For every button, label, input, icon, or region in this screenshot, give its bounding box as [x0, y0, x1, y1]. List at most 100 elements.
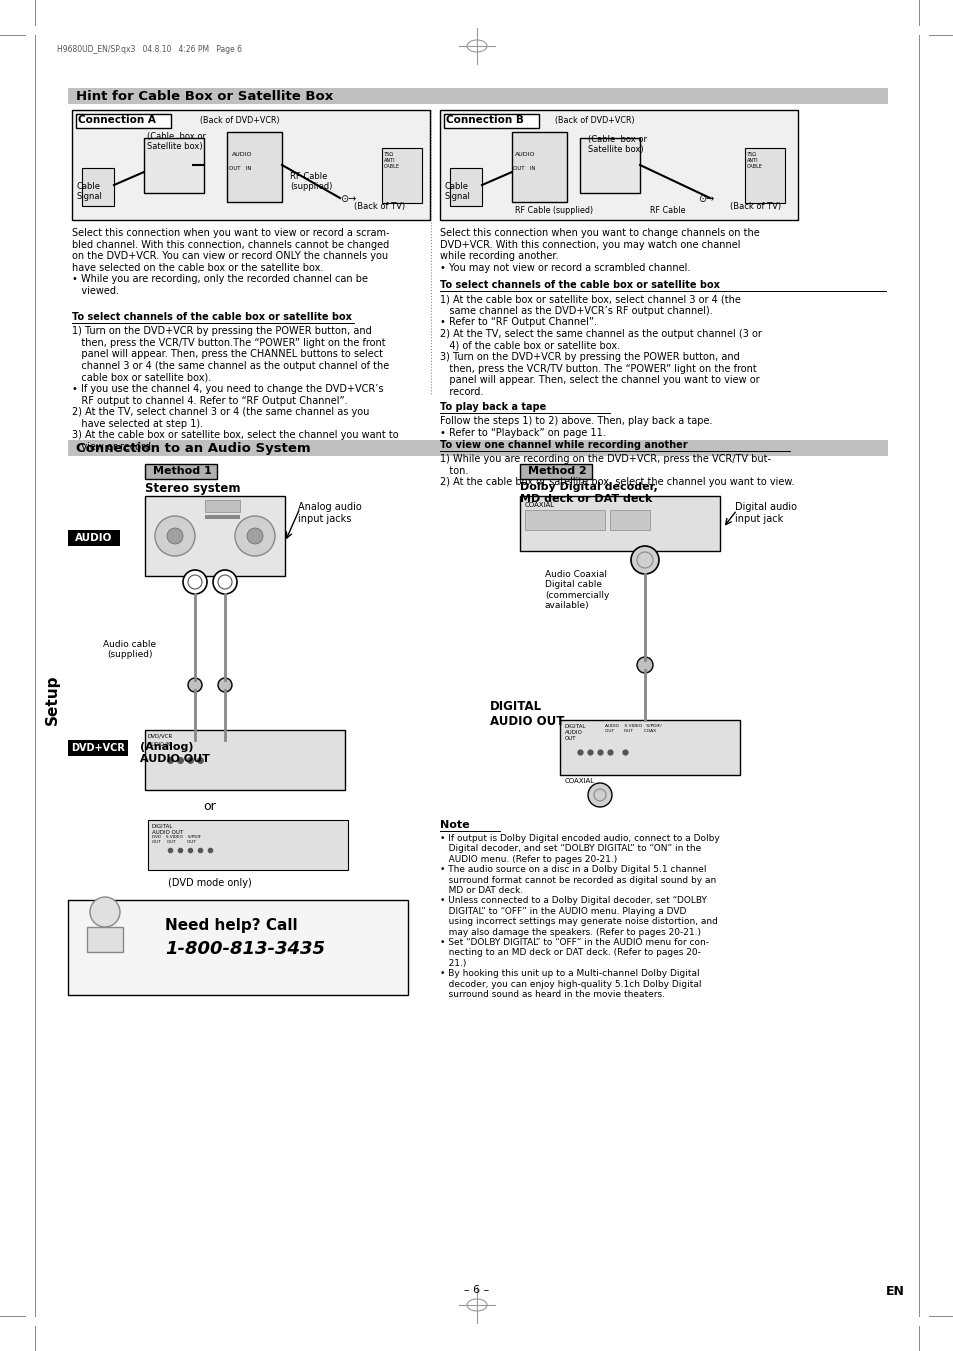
Text: Analog audio
input jacks: Analog audio input jacks: [297, 503, 361, 524]
Text: Cable
Signal: Cable Signal: [77, 182, 103, 201]
Text: DVD    S VIDEO    S/PDIF
OUT     OUT         OUT: DVD S VIDEO S/PDIF OUT OUT OUT: [152, 835, 201, 843]
Text: 1) At the cable box or satellite box, select channel 3 or 4 (the
   same channel: 1) At the cable box or satellite box, se…: [439, 295, 761, 397]
Circle shape: [630, 546, 659, 574]
Text: Stereo system: Stereo system: [145, 482, 240, 494]
Bar: [205, 515, 240, 519]
Circle shape: [247, 528, 263, 544]
Bar: [145, 730, 345, 790]
Circle shape: [90, 897, 120, 927]
Circle shape: [154, 516, 194, 557]
Text: 1-800-813-3435: 1-800-813-3435: [165, 940, 325, 958]
Bar: [148, 820, 348, 870]
Bar: [144, 138, 204, 193]
Text: DIGITAL
AUDIO
OUT: DIGITAL AUDIO OUT: [564, 724, 586, 740]
Bar: [68, 740, 128, 757]
Text: ⊙→: ⊙→: [698, 195, 714, 204]
Circle shape: [213, 570, 236, 594]
Text: (Cable  box or
Satellite box): (Cable box or Satellite box): [587, 135, 646, 154]
Circle shape: [587, 784, 612, 807]
Circle shape: [188, 678, 202, 692]
Text: To play back a tape: To play back a tape: [439, 403, 546, 412]
Text: AUDIO: AUDIO: [515, 153, 535, 157]
Text: (Back of DVD+VCR): (Back of DVD+VCR): [200, 116, 279, 126]
Text: Select this connection when you want to view or record a scram-
bled channel. Wi: Select this connection when you want to …: [71, 228, 389, 296]
Bar: [76, 113, 171, 128]
Circle shape: [637, 657, 652, 673]
Circle shape: [218, 678, 232, 692]
Text: AUDIO: AUDIO: [75, 534, 112, 543]
Text: Connection to an Audio System: Connection to an Audio System: [76, 442, 311, 455]
Text: 75Ω
ANTI
CABLE: 75Ω ANTI CABLE: [384, 153, 399, 169]
Bar: [439, 109, 797, 220]
Bar: [145, 496, 285, 576]
Bar: [68, 88, 887, 104]
Text: Digital audio
input jack: Digital audio input jack: [734, 503, 796, 524]
Text: Select this connection when you want to change channels on the
DVD+VCR. With thi: Select this connection when you want to …: [439, 228, 759, 273]
Text: DVD/VCR: DVD/VCR: [148, 734, 173, 739]
Bar: [519, 463, 592, 480]
Text: Hint for Cable Box or Satellite Box: Hint for Cable Box or Satellite Box: [76, 91, 333, 103]
Bar: [609, 509, 649, 530]
Bar: [68, 900, 408, 994]
Text: Setup: Setup: [45, 674, 59, 725]
Text: To select channels of the cable box or satellite box: To select channels of the cable box or s…: [71, 312, 352, 322]
Text: 1) While you are recording on the DVD+VCR, press the VCR/TV but-
   ton.
2) At t: 1) While you are recording on the DVD+VC…: [439, 454, 794, 488]
Text: To select channels of the cable box or satellite box: To select channels of the cable box or s…: [439, 280, 720, 290]
Text: 75Ω
ANTI
CABLE: 75Ω ANTI CABLE: [746, 153, 762, 169]
Text: DIGITAL
AUDIO OUT: DIGITAL AUDIO OUT: [152, 824, 183, 835]
Text: or: or: [203, 800, 216, 813]
Text: 1) Turn on the DVD+VCR by pressing the POWER button, and
   then, press the VCR/: 1) Turn on the DVD+VCR by pressing the P…: [71, 326, 398, 453]
Circle shape: [234, 516, 274, 557]
Text: Need help? Call: Need help? Call: [165, 917, 297, 934]
Text: • If output is Dolby Digital encoded audio, connect to a Dolby
   Digital decode: • If output is Dolby Digital encoded aud…: [439, 834, 719, 998]
Text: (Back of DVD+VCR): (Back of DVD+VCR): [555, 116, 634, 126]
Bar: [82, 168, 113, 205]
Text: Connection A: Connection A: [78, 115, 155, 126]
Text: RF Cable (supplied): RF Cable (supplied): [515, 205, 593, 215]
Bar: [579, 138, 639, 193]
Text: (Back of TV): (Back of TV): [729, 203, 781, 211]
Text: COAXIAL: COAXIAL: [564, 778, 595, 784]
Bar: [71, 109, 430, 220]
Text: EN: EN: [885, 1285, 904, 1298]
Text: ⊙→: ⊙→: [339, 195, 355, 204]
Text: (Back of TV): (Back of TV): [354, 203, 405, 211]
Bar: [443, 113, 538, 128]
Text: H9680UD_EN/SP.qx3   04.8.10   4:26 PM   Page 6: H9680UD_EN/SP.qx3 04.8.10 4:26 PM Page 6: [57, 45, 242, 54]
Text: (Cable  box or
Satellite box): (Cable box or Satellite box): [147, 132, 206, 151]
Bar: [559, 720, 740, 775]
Text: Follow the steps 1) to 2) above. Then, play back a tape.
• Refer to “Playback” o: Follow the steps 1) to 2) above. Then, p…: [439, 416, 712, 438]
Bar: [450, 168, 481, 205]
Text: AUDIO: AUDIO: [232, 153, 253, 157]
Text: Audio Coaxial
Digital cable
(commercially
available): Audio Coaxial Digital cable (commerciall…: [544, 570, 609, 611]
Text: RF Cable: RF Cable: [649, 205, 685, 215]
Text: AUDIO IN: AUDIO IN: [148, 742, 171, 747]
Text: DVD+VCR: DVD+VCR: [71, 743, 125, 753]
Bar: [512, 132, 566, 203]
Text: Audio cable
(supplied): Audio cable (supplied): [103, 640, 156, 659]
Bar: [87, 927, 123, 952]
Text: AUDIO    S VIDEO   S/PDIF/
OUT       OUT        COAX: AUDIO S VIDEO S/PDIF/ OUT OUT COAX: [604, 724, 661, 732]
Text: Dolby Digital decoder,
MD deck or DAT deck: Dolby Digital decoder, MD deck or DAT de…: [519, 482, 657, 504]
Circle shape: [183, 570, 207, 594]
Text: DIGITAL
AUDIO OUT: DIGITAL AUDIO OUT: [490, 700, 564, 728]
Text: COAXIAL: COAXIAL: [524, 503, 555, 508]
Text: Note: Note: [439, 820, 469, 830]
Text: OUT   IN: OUT IN: [513, 166, 535, 172]
Text: Method 2: Method 2: [527, 466, 586, 476]
Text: To view one channel while recording another: To view one channel while recording anot…: [439, 440, 687, 450]
Text: OUT   IN: OUT IN: [229, 166, 252, 172]
Text: Method 1: Method 1: [152, 466, 212, 476]
Bar: [205, 500, 240, 512]
Bar: [145, 463, 216, 480]
Circle shape: [167, 528, 183, 544]
Text: (Analog)
AUDIO OUT: (Analog) AUDIO OUT: [140, 742, 210, 763]
Text: RF Cable
(supplied): RF Cable (supplied): [290, 172, 332, 192]
Bar: [519, 496, 720, 551]
Bar: [68, 530, 120, 546]
Text: (DVD mode only): (DVD mode only): [168, 878, 252, 888]
Bar: [381, 149, 421, 203]
Text: Connection B: Connection B: [446, 115, 523, 126]
Text: – 6 –: – 6 –: [464, 1285, 489, 1296]
Bar: [68, 440, 887, 457]
